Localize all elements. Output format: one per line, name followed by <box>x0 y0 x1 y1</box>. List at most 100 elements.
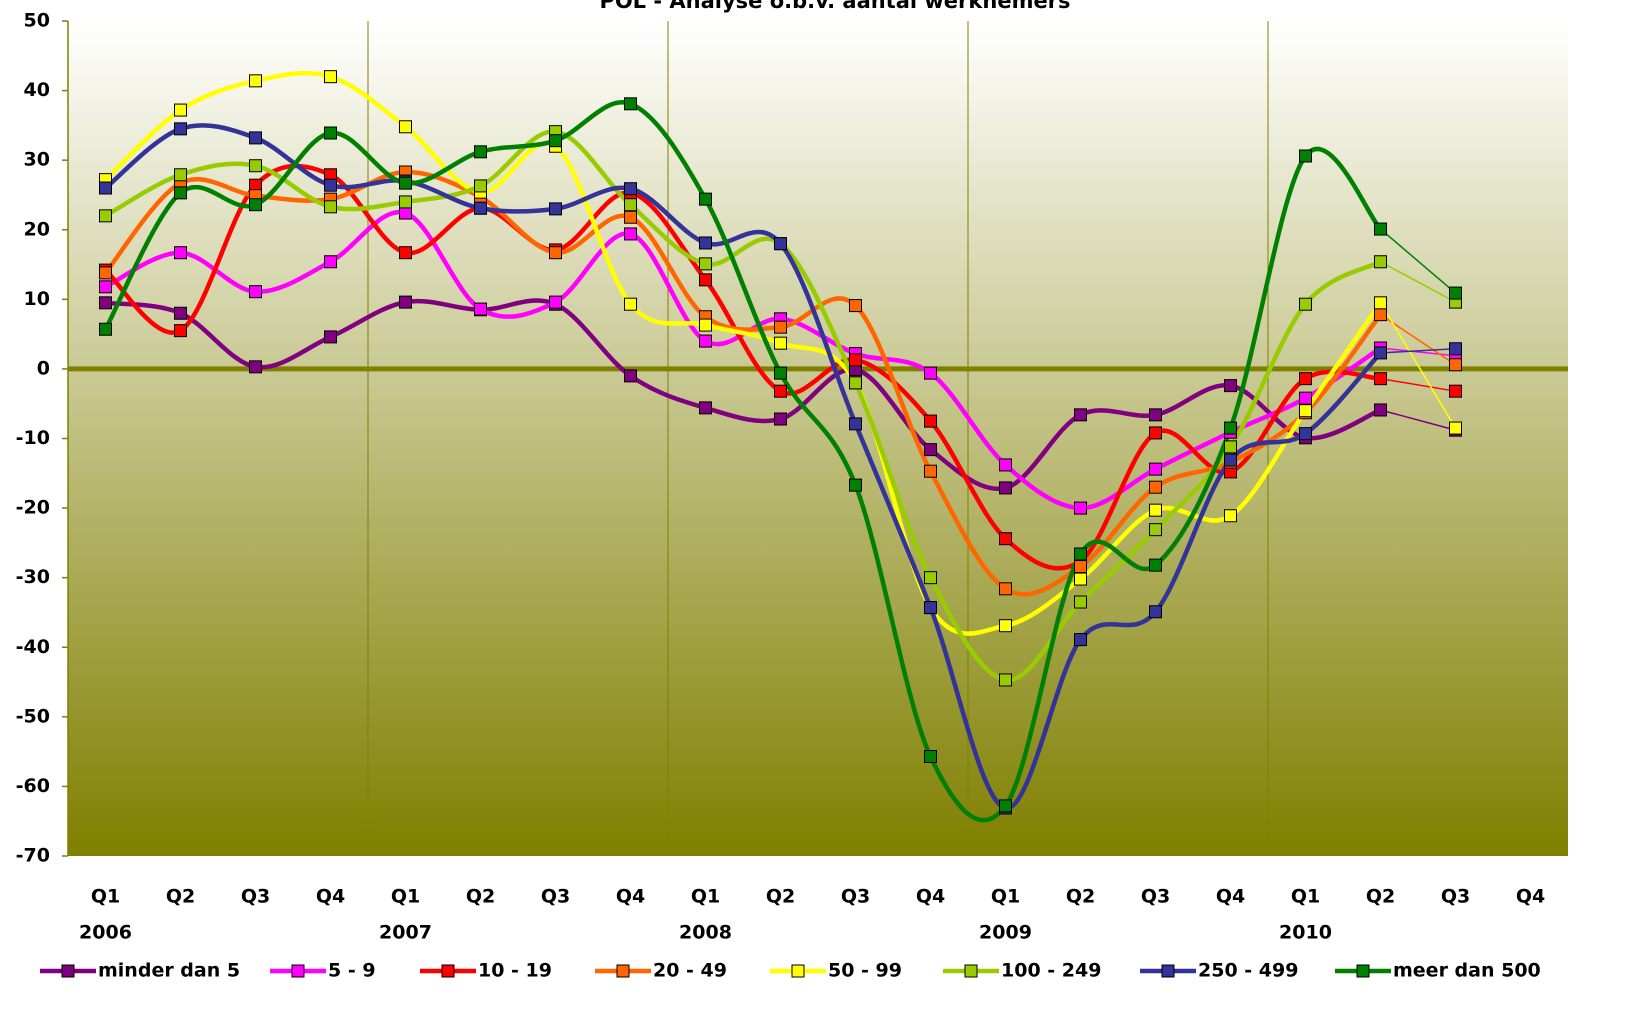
marker <box>1449 358 1462 372</box>
x-tick-label: Q2 <box>466 886 495 908</box>
y-tick-label: -40 <box>16 636 50 658</box>
marker <box>1149 426 1162 440</box>
marker <box>699 192 712 206</box>
marker <box>1299 391 1312 405</box>
year-label: 2007 <box>379 922 432 944</box>
marker <box>99 322 112 336</box>
legend-marker <box>791 964 805 978</box>
marker <box>924 366 937 380</box>
marker <box>174 122 187 136</box>
y-tick-label: 10 <box>24 288 50 310</box>
marker <box>249 74 262 88</box>
y-tick-label: -50 <box>16 705 50 727</box>
marker <box>399 120 412 134</box>
y-tick-label: -70 <box>16 845 50 867</box>
marker <box>1074 547 1087 561</box>
marker <box>474 145 487 159</box>
marker <box>1074 501 1087 515</box>
marker <box>774 412 787 426</box>
marker <box>99 266 112 280</box>
y-tick-label: -30 <box>16 566 50 588</box>
marker <box>699 257 712 271</box>
legend-label: 250 - 499 <box>1198 960 1298 982</box>
x-tick-label: Q4 <box>916 886 945 908</box>
marker <box>474 201 487 215</box>
marker <box>1224 440 1237 454</box>
marker <box>549 202 562 216</box>
marker <box>624 227 637 241</box>
marker <box>924 749 937 763</box>
series-line <box>1380 261 1456 303</box>
marker <box>1374 222 1387 236</box>
marker <box>1149 408 1162 422</box>
year-label: 2008 <box>679 922 732 944</box>
marker <box>1374 296 1387 310</box>
marker <box>1149 480 1162 494</box>
marker <box>699 273 712 287</box>
y-tick-label: 50 <box>24 10 50 32</box>
marker <box>1149 503 1162 517</box>
x-tick-label: Q1 <box>691 886 720 908</box>
marker <box>1299 404 1312 418</box>
marker <box>1299 149 1312 163</box>
marker <box>1074 633 1087 647</box>
marker <box>699 401 712 415</box>
chart-title: POL - Analyse o.b.v. aantal werknemers <box>599 0 1070 13</box>
marker <box>249 159 262 173</box>
legend-label: meer dan 500 <box>1393 960 1541 982</box>
x-tick-label: Q3 <box>1141 886 1170 908</box>
marker <box>1074 595 1087 609</box>
marker <box>999 582 1012 596</box>
y-tick-label: -10 <box>16 427 50 449</box>
marker <box>624 198 637 212</box>
marker <box>1374 255 1387 269</box>
marker <box>774 320 787 334</box>
x-tick-label: Q2 <box>1366 886 1395 908</box>
marker <box>1374 308 1387 322</box>
marker <box>774 237 787 251</box>
marker <box>1224 421 1237 435</box>
legend-marker <box>1356 964 1370 978</box>
marker <box>324 70 337 84</box>
series-line <box>1380 409 1456 431</box>
marker <box>249 131 262 145</box>
marker <box>1374 403 1387 417</box>
marker <box>399 295 412 309</box>
marker <box>99 209 112 223</box>
marker <box>1224 453 1237 467</box>
marker <box>999 673 1012 687</box>
legend-marker <box>1161 964 1175 978</box>
marker <box>624 297 637 311</box>
x-tick-label: Q3 <box>241 886 270 908</box>
marker <box>774 384 787 398</box>
series-line <box>1380 347 1456 354</box>
marker <box>999 532 1012 546</box>
x-tick-label: Q2 <box>766 886 795 908</box>
marker <box>624 182 637 196</box>
marker <box>1224 509 1237 523</box>
marker <box>99 296 112 310</box>
x-tick-label: Q4 <box>1516 886 1545 908</box>
marker <box>849 353 862 367</box>
y-tick-label: 20 <box>24 218 50 240</box>
marker <box>849 376 862 390</box>
y-tick-label: -20 <box>16 497 50 519</box>
marker <box>849 478 862 492</box>
marker <box>1374 372 1387 386</box>
legend-marker <box>61 964 75 978</box>
series-line <box>104 123 1383 811</box>
marker <box>249 360 262 374</box>
marker <box>1074 408 1087 422</box>
marker <box>699 334 712 348</box>
marker <box>249 285 262 299</box>
marker <box>624 210 637 224</box>
marker <box>1374 346 1387 360</box>
marker <box>324 178 337 192</box>
x-tick-label: Q1 <box>91 886 120 908</box>
marker <box>699 318 712 332</box>
marker <box>99 280 112 294</box>
marker <box>924 414 937 428</box>
series-line <box>1379 302 1457 429</box>
